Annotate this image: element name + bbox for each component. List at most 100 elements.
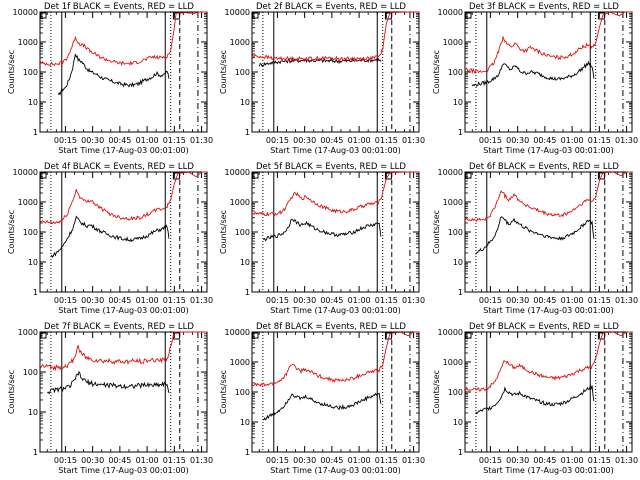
y-axis-label: Counts/sec — [432, 370, 441, 414]
corner-marker — [597, 332, 605, 340]
panel-det-4: Det 4f BLACK = Events, RED = LLD 1 10 100 10… — [7, 162, 213, 315]
series-events — [262, 392, 382, 421]
x-tick-label: 00:30 — [81, 456, 104, 465]
corner-marker — [465, 332, 472, 339]
panel-title: Det 4f BLACK = Events, RED = LLD — [44, 162, 194, 172]
y-tick-label: 100 — [448, 68, 463, 77]
panel-title: Det 3f BLACK = Events, RED = LLD — [469, 2, 619, 12]
x-tick-label: 00:30 — [81, 296, 104, 305]
panel-title: Det 8f BLACK = Events, RED = LLD — [256, 322, 406, 332]
x-tick-label: 00:45 — [533, 296, 556, 305]
y-tick-label: 1 — [458, 448, 463, 457]
y-tick-label: 10 — [453, 98, 463, 107]
x-tick-label: 01:15 — [163, 296, 186, 305]
x-tick-label: 01:15 — [163, 456, 186, 465]
x-tick-label: 01:15 — [375, 296, 398, 305]
plot-frame — [251, 171, 420, 293]
y-tick-label: 1000 — [443, 198, 463, 207]
y-tick-label: 10000 — [225, 328, 250, 337]
x-tick-label: 00:15 — [479, 456, 502, 465]
series-events — [50, 215, 170, 259]
y-axis-label: Counts/sec — [432, 210, 441, 254]
corner-marker — [384, 12, 392, 20]
y-tick-label: 10000 — [225, 168, 250, 177]
x-axis-label: Start Time (17-Aug-03 00:01:00) — [483, 306, 614, 315]
series-lld — [39, 171, 207, 225]
series-events — [471, 60, 595, 87]
y-tick-label: 10 — [240, 258, 250, 267]
y-tick-label: 1000 — [230, 198, 250, 207]
x-tick-label: 01:30 — [190, 136, 213, 145]
plot-frame — [464, 11, 633, 133]
corner-marker — [597, 172, 605, 180]
y-tick-label: 1 — [458, 288, 463, 297]
x-tick-label: 00:15 — [54, 296, 77, 305]
y-tick-label: 10 — [453, 258, 463, 267]
corner-marker — [465, 12, 472, 19]
y-axis-label: Counts/sec — [7, 370, 16, 414]
y-tick-label: 10 — [240, 418, 250, 427]
x-tick-label: 01:00 — [136, 136, 159, 145]
series-lld — [465, 331, 632, 392]
panel-det-2: Det 2f BLACK = Events, RED = LLD 1 10 100 10… — [219, 2, 425, 155]
panel-det-8: Det 8f BLACK = Events, RED = LLD 1 10 100 10… — [219, 322, 425, 475]
corner-marker — [40, 172, 47, 179]
x-tick-label: 00:30 — [506, 456, 529, 465]
x-axis-label: Start Time (17-Aug-03 00:01:00) — [58, 146, 189, 155]
y-tick-label: 10 — [28, 258, 38, 267]
y-tick-label: 1000 — [443, 38, 463, 47]
x-tick-label: 01:00 — [561, 296, 584, 305]
y-tick-label: 10000 — [13, 8, 38, 17]
series-events — [475, 384, 595, 415]
y-tick-label: 100 — [235, 388, 250, 397]
series-events — [57, 53, 170, 96]
plot-frame — [251, 11, 420, 133]
y-tick-label: 1000 — [18, 198, 38, 207]
x-tick-label: 01:15 — [588, 456, 611, 465]
x-tick-label: 00:45 — [108, 136, 131, 145]
x-tick-label: 00:30 — [81, 136, 104, 145]
panel-det-1: Det 1f BLACK = Events, RED = LLD 1 10 100 10… — [7, 2, 213, 155]
y-tick-label: 10000 — [438, 168, 463, 177]
y-tick-label: 100 — [23, 68, 38, 77]
x-tick-label: 01:15 — [588, 296, 611, 305]
series-lld — [39, 11, 207, 67]
corner-marker — [252, 172, 259, 179]
y-tick-label: 10 — [453, 418, 463, 427]
x-tick-label: 01:15 — [163, 136, 186, 145]
panel-title: Det 7f BLACK = Events, RED = LLD — [44, 322, 194, 332]
x-axis-label: Start Time (17-Aug-03 00:01:00) — [58, 306, 189, 315]
y-tick-label: 1000 — [230, 38, 250, 47]
y-tick-label: 10 — [28, 408, 38, 417]
x-tick-label: 00:30 — [506, 136, 529, 145]
y-axis-label: Counts/sec — [7, 50, 16, 94]
series-events — [262, 218, 382, 242]
x-tick-label: 00:30 — [293, 136, 316, 145]
plot-frame — [251, 331, 420, 453]
y-tick-label: 10000 — [13, 168, 38, 177]
x-tick-label: 01:15 — [375, 136, 398, 145]
series-lld — [464, 171, 632, 223]
x-tick-label: 00:45 — [533, 136, 556, 145]
x-tick-label: 00:45 — [320, 296, 343, 305]
y-tick-label: 1 — [33, 288, 38, 297]
y-tick-label: 10 — [28, 98, 38, 107]
series-events — [475, 216, 595, 255]
x-tick-label: 01:30 — [615, 296, 638, 305]
y-tick-label: 10000 — [438, 328, 463, 337]
plot-frame — [39, 11, 208, 133]
y-tick-label: 100 — [235, 68, 250, 77]
plot-frame — [39, 171, 208, 293]
y-axis-label: Counts/sec — [432, 50, 441, 94]
series-lld — [464, 11, 632, 75]
x-axis-label: Start Time (17-Aug-03 00:01:00) — [483, 146, 614, 155]
panel-title: Det 5f BLACK = Events, RED = LLD — [256, 162, 406, 172]
y-tick-label: 100 — [448, 228, 463, 237]
panel-title: Det 6f BLACK = Events, RED = LLD — [469, 162, 619, 172]
x-tick-label: 00:45 — [108, 456, 131, 465]
x-tick-label: 00:45 — [320, 456, 343, 465]
panel-det-6: Det 6f BLACK = Events, RED = LLD 1 10 100 10… — [432, 162, 638, 315]
y-tick-label: 10000 — [438, 8, 463, 17]
x-tick-label: 00:15 — [54, 136, 77, 145]
